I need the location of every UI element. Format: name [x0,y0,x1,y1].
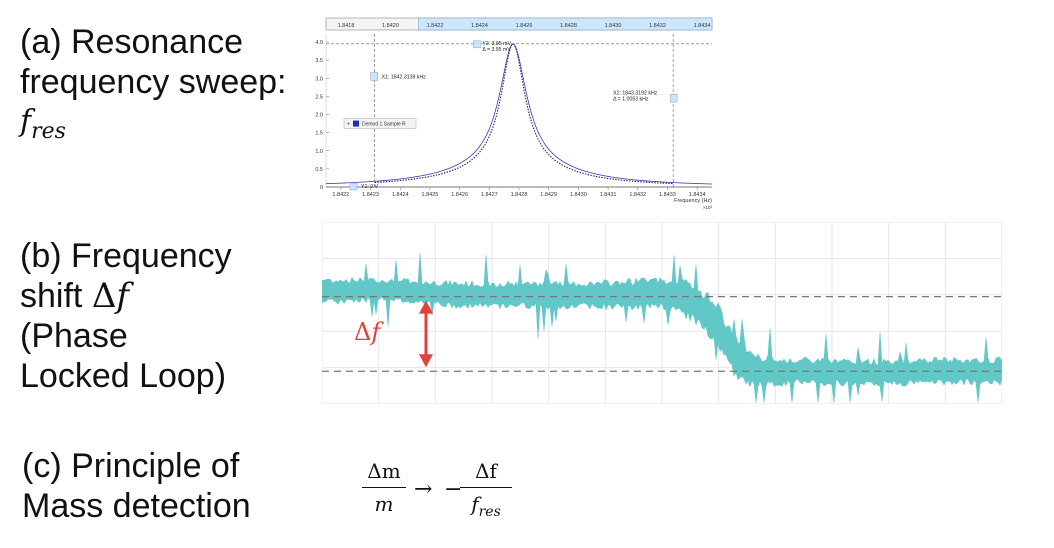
den2-sub: res [478,504,501,520]
label-b-line3: (Phase [20,317,128,355]
label-b-shift: shift [20,277,92,315]
cursor-lines [326,34,712,188]
cursor-x1-label: X1: 1842.3139 kHz [382,74,427,80]
cursor-x2-delta: Δ = 1.0053 kHz [613,97,649,103]
resonance-curve-solid [325,43,713,185]
fraction-df-fres: Δf fres [460,457,512,526]
label-frequency-shift: (b) Frequency shift Δf (Phase Locked Loo… [20,236,310,396]
cursor-y2-label: Y2: 3.95 mV [482,41,511,47]
x-tick-label: 1.8428 [511,192,528,198]
y-tick-label: 3.0 [315,76,323,82]
fres-f: f [20,104,32,139]
x-tick-labels: 1.8422 1.8423 1.8424 1.8425 1.8426 1.8427 1.84… [332,187,706,198]
num1-text: Δm [367,459,401,483]
x-tick-label: 1.8422 [332,192,349,198]
label-a-line2: frequency sweep: [20,63,287,101]
x-tick-label: 1.8434 [689,192,706,198]
frac1-denominator: m [374,492,394,516]
resonance-sweep-chart: 1.8418 1.8420 1.8422 1.8424 1.8426 1.8428 1.84… [310,12,720,217]
delta-f-label: Δf [354,318,384,346]
minus-symbol: − [444,477,463,502]
y-tick-label: 1.5 [315,131,323,137]
label-a-fres: fres [20,102,310,152]
fres-sub: res [31,119,66,144]
y-tick-label: 3.5 [315,58,323,64]
y-tick-label: 2.5 [315,94,323,100]
x-axis-label: Frequency (Hz) [674,198,712,204]
label-b-line2: shift Δf [20,276,310,316]
den2-f: f [471,492,479,516]
x-tick-label: 1.8425 [422,192,439,198]
x-tick-label: 1.8429 [540,192,557,198]
legend-swatch [353,120,359,127]
y-tick-label: 0 [320,185,323,191]
x-axis-exponent: ×10³ [703,205,713,210]
arrow-symbol: → [414,477,433,502]
x-tick-label: 1.8432 [629,192,646,198]
top-axis-tick-label: 1.8420 [382,23,399,29]
cursor-x1-handle [370,72,378,81]
label-b-line1: (b) Frequency [20,237,232,275]
signal-band-area [322,253,1002,403]
cursor-y2-delta: Δ = 3.95 mV [482,47,511,53]
cursor-y1-handle [349,182,358,191]
x-tick-label: 1.8430 [570,192,587,198]
delta-arrow-head-up [419,300,433,314]
top-axis-tick-label: 1.8422 [427,23,444,29]
label-b-delta: Δ [91,276,117,316]
top-axis-tick-label: 1.8418 [338,23,355,29]
label-b-f: f [116,276,129,316]
frac2-denominator: fres [460,490,512,526]
x-tick-label: 1.8424 [392,192,409,198]
label-a-line1: (a) Resonance [20,23,244,61]
x-tick-label: 1.8427 [481,192,498,198]
delta-f-arrow [419,300,433,368]
top-axis-tick-label: 1.8424 [471,23,488,29]
top-axis-tick-label: 1.8434 [694,23,711,29]
x-tick-label: 1.8431 [600,192,617,198]
legend-box [343,118,417,129]
frac1-bar [362,487,406,488]
cursor-x2-handle [669,93,678,103]
delta-arrow-head-down [419,354,433,368]
signal-band [322,253,1002,403]
frac2-bar [460,487,512,488]
top-axis-tick-label: 1.8430 [605,23,622,29]
y-tick-label: 2.0 [315,113,323,119]
y-tick-label: 4.0 [315,40,323,46]
top-axis-bar: 1.8418 1.8420 1.8422 1.8424 1.8426 1.8428 1.84… [325,17,713,31]
mass-detection-formula: Δm m → − Δf fres [358,455,558,535]
label-resonance-sweep: (a) Resonance frequency sweep: fres [20,22,310,152]
y-tick-label: 1.0 [315,149,323,155]
cursor-y2-handle [473,40,481,49]
x-tick-label: 1.8433 [659,192,676,198]
x-tick-label: 1.8423 [362,192,379,198]
y-tick-label: 0.5 [315,167,323,173]
top-axis-tick-label: 1.8432 [649,23,666,29]
label-b-line4: Locked Loop) [20,357,227,395]
frequency-shift-chart: Δf [322,222,1002,404]
fraction-dm-m: Δm m [362,457,406,518]
top-axis-tick-label: 1.8428 [560,23,577,29]
resonance-curves [325,43,713,185]
x-tick-label: 1.8426 [451,192,468,198]
reference-lines [322,296,1002,372]
legend-label: Demod 1 Sample R [362,122,406,128]
frac2-numerator: Δf [475,459,497,483]
cursor-annotations: X1: 1842.3139 kHz Y2: 3.95 mVΔ = 3.95 mV X… [343,40,678,191]
top-axis-highlight [418,17,713,31]
cursor-x2-label: X2: 1843.3192 kHz [613,91,658,97]
label-c-line1: (c) Principle of [22,447,240,485]
top-axis-tick-label: 1.8426 [516,23,533,29]
cursor-y1-label: Y1: 0 V [361,184,379,190]
frac1-numerator: Δm [362,457,406,485]
label-c-line2: Mass detection [22,487,251,525]
legend-plus: + [347,122,350,128]
label-mass-detection: (c) Principle of Mass detection [22,446,322,526]
